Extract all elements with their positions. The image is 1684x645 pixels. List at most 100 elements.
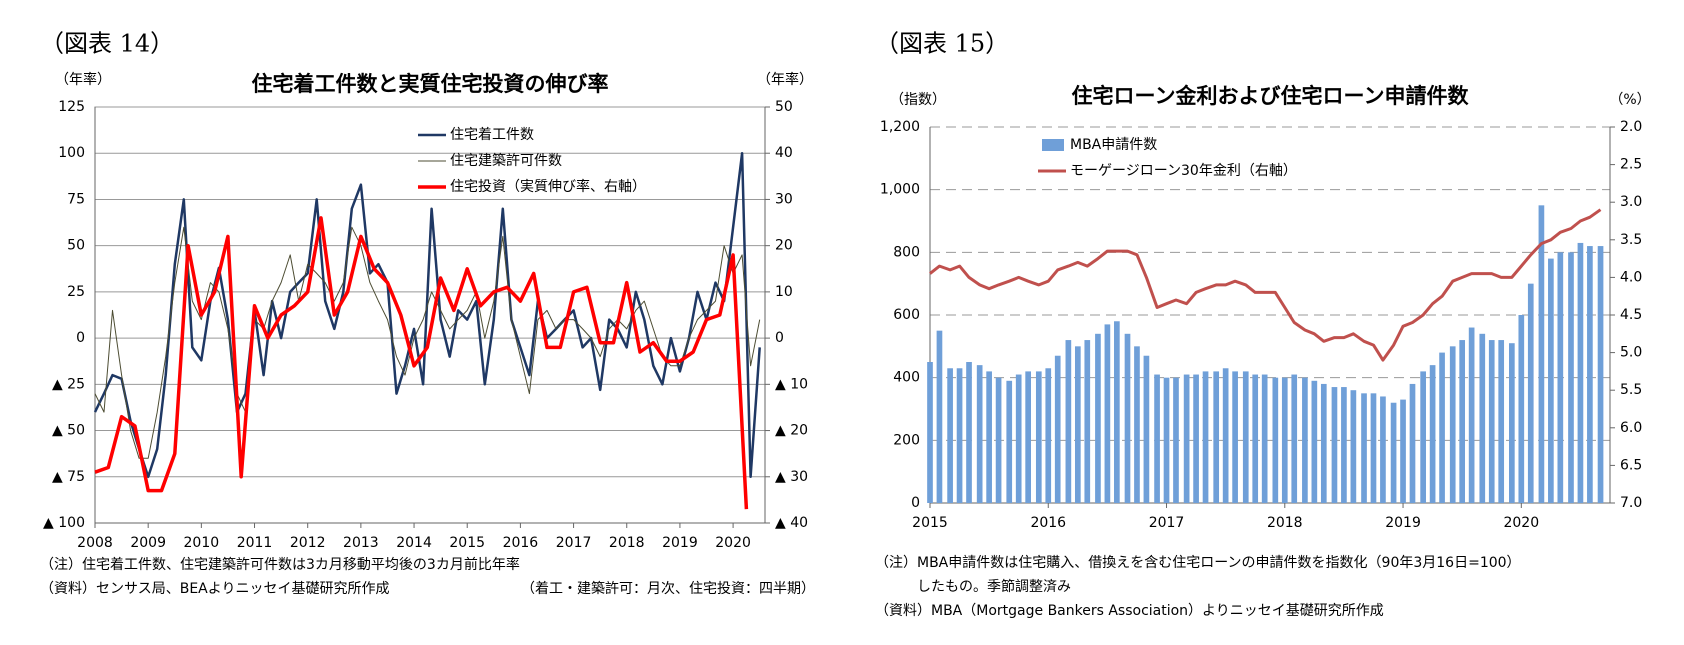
bar xyxy=(1202,371,1209,503)
bar xyxy=(1222,368,1229,503)
bar xyxy=(1104,324,1111,503)
bar xyxy=(1449,346,1456,503)
bar xyxy=(1084,340,1091,503)
bar xyxy=(1518,315,1525,503)
bar xyxy=(1302,377,1308,503)
bar xyxy=(1527,283,1534,503)
bar xyxy=(1439,352,1445,503)
legend-label: 住宅着工件数 xyxy=(450,127,534,143)
bar xyxy=(1045,368,1052,503)
bar xyxy=(1291,374,1298,503)
x-tick-label: 2008 xyxy=(77,535,113,551)
bar xyxy=(1065,340,1072,503)
y2-tick-label: 5.0 xyxy=(1620,345,1642,361)
bar xyxy=(1597,246,1604,504)
bar xyxy=(1213,371,1220,503)
bar xyxy=(1380,396,1386,503)
x-tick-label: 2015 xyxy=(449,535,485,551)
bar xyxy=(1429,365,1436,503)
note: （注）住宅着工件数、住宅建築許可件数は3カ月移動平均後の3カ月前比年率 xyxy=(40,556,520,573)
y-tick-label: ▲ 100 xyxy=(43,515,85,531)
line-series xyxy=(929,208,1602,362)
x-tick-label: 2013 xyxy=(343,535,379,551)
bar xyxy=(1232,371,1238,503)
y-tick-label: 200 xyxy=(893,432,920,448)
bar xyxy=(1509,343,1515,503)
y-axis-label: （年率） xyxy=(55,71,111,88)
y2-tick-label: 4.5 xyxy=(1620,307,1642,323)
bar xyxy=(1479,333,1486,503)
y2-tick-label: 5.5 xyxy=(1620,382,1642,398)
bar xyxy=(1252,374,1259,503)
figure-label: （図表 14） xyxy=(40,30,174,58)
x-tick-label: 2016 xyxy=(503,535,539,551)
y2-tick-label: 4.0 xyxy=(1620,269,1642,285)
y-axis-label: （指数） xyxy=(890,92,946,108)
bar xyxy=(1281,377,1288,503)
bar xyxy=(1577,242,1584,503)
bar xyxy=(976,365,983,503)
bar xyxy=(936,330,943,503)
y2-tick-label: 0 xyxy=(775,330,784,346)
y-tick-label: 400 xyxy=(893,370,920,386)
bar xyxy=(1587,246,1593,504)
legend-label: MBA申請件数 xyxy=(1070,137,1157,153)
figure-label: （図表 15） xyxy=(875,30,1009,58)
bar xyxy=(1370,393,1377,503)
y2-tick-label: 30 xyxy=(775,191,793,207)
y-tick-label: ▲ 75 xyxy=(52,469,85,485)
bar xyxy=(947,368,953,503)
bar xyxy=(1420,371,1426,503)
y2-tick-label: 6.0 xyxy=(1620,420,1642,436)
note: したもの。季節調整済み xyxy=(875,578,1071,595)
y-tick-label: ▲ 25 xyxy=(52,376,85,392)
bar xyxy=(927,362,933,503)
bar xyxy=(1114,321,1120,503)
y2-tick-label: 7.0 xyxy=(1620,495,1642,511)
y-tick-label: 100 xyxy=(58,145,85,161)
bar xyxy=(1095,333,1101,503)
legend-label: モーゲージローン30年金利（右軸） xyxy=(1070,163,1297,179)
y2-axis-label: （年率） xyxy=(757,71,813,88)
bar xyxy=(986,371,992,503)
note: （資料）MBA（Mortgage Bankers Association）よりニ… xyxy=(875,602,1384,619)
bar xyxy=(1124,333,1131,503)
x-tick-label: 2018 xyxy=(1267,515,1303,531)
note: （資料）センサス局、BEAよりニッセイ基礎研究所作成 xyxy=(40,580,389,597)
bar xyxy=(1015,374,1022,503)
bar xyxy=(966,362,972,503)
line-series xyxy=(94,226,761,459)
bar xyxy=(956,368,963,503)
y2-tick-label: 6.5 xyxy=(1620,457,1642,473)
legend-label: 住宅投資（実質伸び率、右軸） xyxy=(450,178,646,195)
y2-tick-label: 50 xyxy=(775,99,793,115)
bar xyxy=(995,377,1002,503)
x-tick-label: 2017 xyxy=(1149,515,1185,531)
x-tick-label: 2019 xyxy=(1385,515,1421,531)
bar xyxy=(1548,258,1554,503)
bar xyxy=(1074,346,1081,503)
bar xyxy=(1400,399,1406,503)
bar xyxy=(1261,374,1268,503)
bar xyxy=(1242,371,1249,503)
bar xyxy=(1409,383,1416,503)
x-tick-label: 2015 xyxy=(912,515,948,531)
y-tick-label: ▲ 50 xyxy=(52,423,85,439)
y2-tick-label: ▲ 40 xyxy=(775,515,808,531)
y-tick-label: 800 xyxy=(893,244,920,260)
legend-label: 住宅建築許可件数 xyxy=(450,153,562,169)
y2-tick-label: 20 xyxy=(775,238,793,254)
bar xyxy=(1134,346,1140,503)
bar xyxy=(1154,374,1160,503)
y-tick-label: 125 xyxy=(58,99,85,115)
x-tick-label: 2020 xyxy=(715,535,751,551)
bar xyxy=(1459,340,1466,503)
x-tick-label: 2020 xyxy=(1503,515,1539,531)
line-series xyxy=(93,151,761,479)
y2-tick-label: 2.0 xyxy=(1620,119,1642,135)
x-tick-label: 2017 xyxy=(556,535,592,551)
y-tick-label: 50 xyxy=(67,238,85,254)
x-tick-label: 2018 xyxy=(609,535,645,551)
x-tick-label: 2014 xyxy=(396,535,432,551)
